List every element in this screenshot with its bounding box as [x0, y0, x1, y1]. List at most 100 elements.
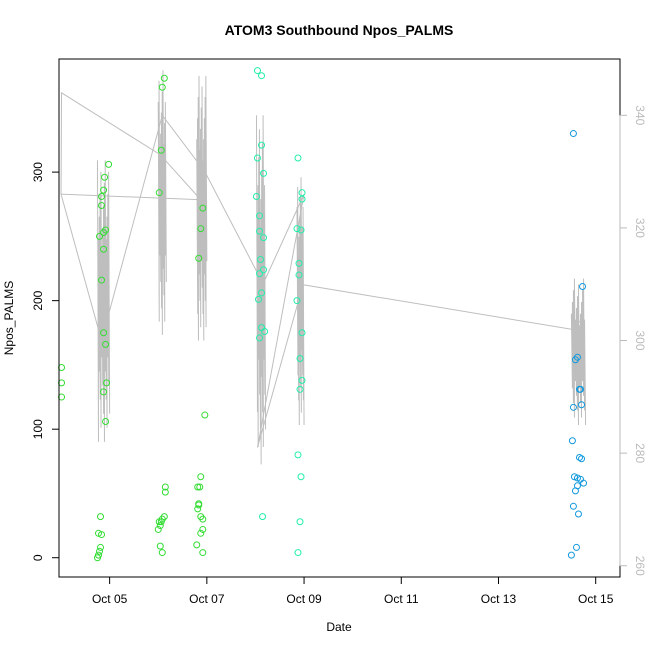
- data-point: [577, 385, 585, 393]
- data-point: [293, 297, 301, 305]
- data-point: [195, 501, 203, 509]
- data-point: [260, 234, 268, 242]
- line-series-spikes: [296, 177, 305, 425]
- data-point: [261, 327, 269, 335]
- data-point: [258, 72, 266, 80]
- data-point: [253, 154, 261, 162]
- data-point: [100, 245, 108, 253]
- data-point: [297, 473, 305, 481]
- data-point: [197, 473, 205, 481]
- data-point: [194, 505, 202, 513]
- data-point: [294, 154, 302, 162]
- x-tick-label: Oct 05: [92, 592, 128, 606]
- data-point: [295, 271, 303, 279]
- data-point: [105, 160, 113, 168]
- data-point: [296, 385, 304, 393]
- data-point: [154, 525, 162, 533]
- data-point: [160, 513, 168, 521]
- data-point: [260, 169, 268, 177]
- data-point: [578, 401, 586, 409]
- data-point: [253, 67, 261, 75]
- data-point: [195, 254, 203, 262]
- data-point: [571, 487, 579, 495]
- data-point: [294, 549, 302, 557]
- data-point: [569, 403, 577, 411]
- data-point: [155, 518, 163, 526]
- data-point: [199, 549, 207, 557]
- data-point: [96, 232, 104, 240]
- x-tick-label: Oct 07: [189, 592, 225, 606]
- data-point: [569, 130, 577, 138]
- data-point: [98, 202, 106, 210]
- data-point: [155, 189, 163, 197]
- data-point: [158, 83, 166, 91]
- y-tick-label-right: 320: [633, 218, 647, 238]
- data-point: [100, 186, 108, 194]
- chart-title: ATOM3 Southbound Npos_PALMS: [225, 22, 454, 38]
- data-point: [298, 195, 306, 203]
- data-point: [199, 525, 207, 533]
- data-point: [100, 329, 108, 337]
- x-tick-label: Oct 15: [578, 592, 614, 606]
- data-point: [194, 483, 202, 491]
- data-point: [102, 226, 110, 234]
- data-point: [252, 193, 260, 201]
- data-point: [254, 295, 262, 303]
- data-point: [258, 289, 266, 297]
- data-point: [298, 329, 306, 337]
- y-tick-label-right: 280: [633, 443, 647, 463]
- data-point: [102, 340, 110, 348]
- data-point: [199, 204, 207, 212]
- line-series-spikes: [196, 75, 208, 341]
- data-point: [298, 189, 306, 197]
- data-point: [158, 549, 166, 557]
- line-series: [60, 70, 587, 465]
- data-point: [193, 541, 201, 549]
- data-point: [574, 510, 582, 518]
- data-point: [103, 379, 111, 387]
- data-point: [294, 451, 302, 459]
- data-point: [96, 547, 104, 555]
- data-point: [296, 518, 304, 526]
- data-point: [161, 483, 169, 491]
- y-axis-right: 260 280 300 320 340: [619, 105, 647, 576]
- data-point: [297, 226, 305, 234]
- data-point: [295, 259, 303, 267]
- data-point: [161, 488, 169, 496]
- y-tick-label-right: 260: [633, 556, 647, 576]
- data-point: [197, 529, 205, 537]
- y-tick-label-right: 340: [633, 105, 647, 125]
- y-tick-label-left: 200: [31, 290, 45, 310]
- data-point: [157, 146, 165, 154]
- data-point: [298, 376, 306, 384]
- data-point: [580, 479, 588, 487]
- data-point: [97, 543, 105, 551]
- data-point: [293, 225, 301, 233]
- data-point: [256, 270, 264, 278]
- x-tick-label: Oct 13: [481, 592, 517, 606]
- data-point: [568, 437, 576, 445]
- y-tick-label-left: 0: [31, 554, 45, 561]
- x-tick-label: Oct 09: [286, 592, 322, 606]
- y-axis-left: 0 100 200 300: [31, 162, 60, 561]
- data-point: [197, 513, 205, 521]
- data-point: [94, 529, 102, 537]
- y-tick-label-right: 300: [633, 331, 647, 351]
- plot-frame: [58, 58, 621, 578]
- data-point: [260, 266, 268, 274]
- line-series-path: [60, 91, 584, 448]
- data-point: [98, 276, 106, 284]
- data-point: [256, 212, 264, 220]
- data-point: [156, 522, 164, 530]
- data-point: [567, 551, 575, 559]
- x-tick-label: Oct 11: [384, 592, 419, 606]
- data-point: [97, 513, 105, 521]
- data-point: [256, 334, 264, 342]
- data-point: [160, 74, 168, 82]
- data-point: [256, 227, 264, 235]
- data-point: [579, 283, 587, 291]
- data-point: [196, 483, 204, 491]
- data-point: [569, 502, 577, 510]
- data-point: [156, 542, 164, 550]
- data-point: [100, 388, 108, 396]
